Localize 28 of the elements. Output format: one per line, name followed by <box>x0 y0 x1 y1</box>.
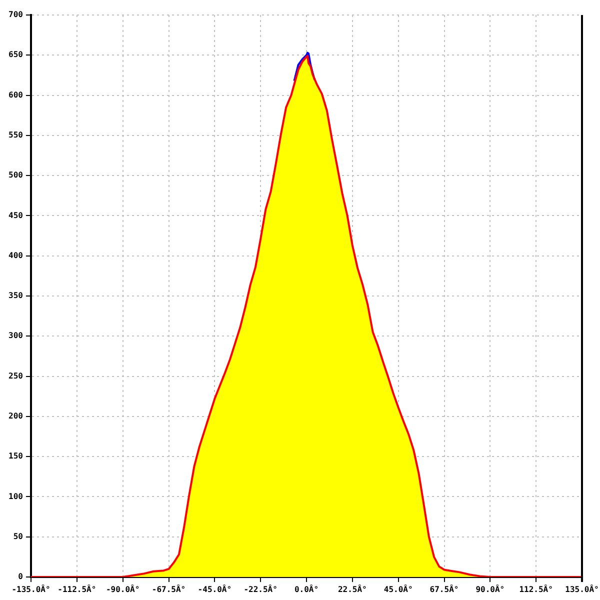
y-tick-label: 700 <box>8 10 24 20</box>
y-tick-label: 600 <box>8 90 24 100</box>
y-tick-label: 300 <box>8 331 24 340</box>
y-tick-label: 450 <box>8 210 24 220</box>
x-tick-label: 22.5Â° <box>338 584 367 594</box>
x-tick-label: -45.0Â° <box>198 584 232 594</box>
x-tick-label: -112.5Â° <box>58 584 96 594</box>
y-tick-label: 650 <box>8 50 24 60</box>
x-tick-label: -22.5Â° <box>244 584 278 594</box>
x-tick-label: 112.5Â° <box>519 584 553 594</box>
y-tick-label: 500 <box>8 170 24 180</box>
x-tick-label: 67.5Â° <box>430 584 459 594</box>
x-tick-label: 0.0Â° <box>294 584 319 594</box>
y-tick-label: 250 <box>8 371 24 380</box>
x-tick-label: -90.0Â° <box>106 584 140 594</box>
x-tick-label: 90.0Â° <box>476 584 505 594</box>
x-tick-label: 135.0Â° <box>565 584 599 594</box>
y-tick-label: 200 <box>8 412 24 421</box>
y-tick-label: 350 <box>8 291 24 300</box>
y-tick-label: 0 <box>18 572 24 582</box>
y-tick-label: 50 <box>13 532 24 541</box>
x-tick-label: -135.0Â° <box>12 584 50 594</box>
y-tick-label: 550 <box>8 130 24 140</box>
y-tick-label: 150 <box>8 452 24 461</box>
y-tick-label: 400 <box>8 250 24 260</box>
x-tick-label: -67.5Â° <box>152 584 186 594</box>
x-tick-label: 45.0Â° <box>384 584 413 594</box>
y-tick-label: 100 <box>8 492 24 501</box>
